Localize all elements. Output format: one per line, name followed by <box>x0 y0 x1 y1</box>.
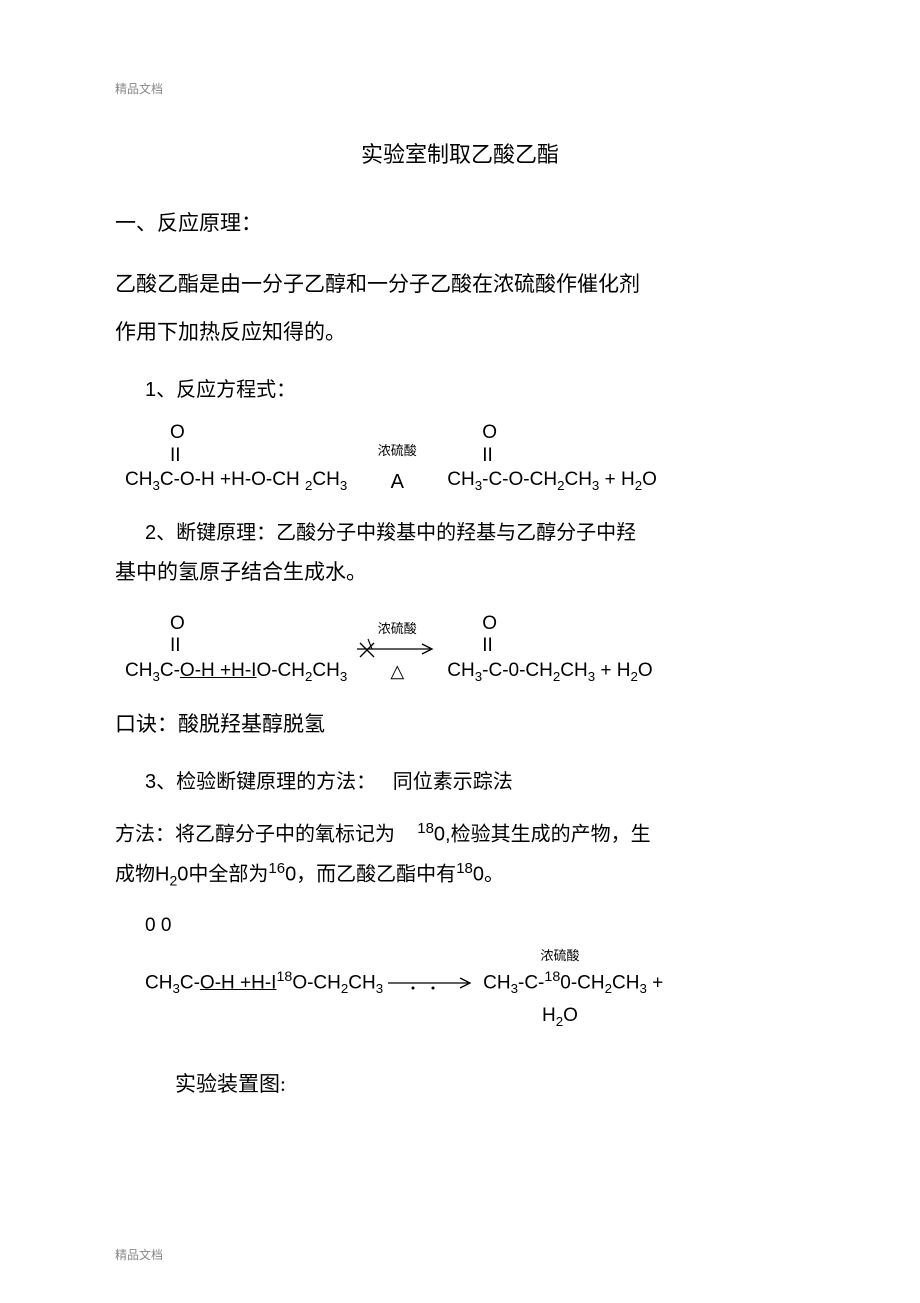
sub-3: 3 <box>152 478 159 493</box>
eq2-l1: CH <box>125 660 152 681</box>
eq3-s2b: 2 <box>605 981 612 996</box>
method-line-2: 成物H20中全部为160，而乙酸乙酯中有180。 <box>115 854 805 895</box>
eq3-l1: CH <box>145 972 172 993</box>
equation-1: O II CH3C-O-H +H-O-CH 2CH3 浓硫酸 A O II CH… <box>125 422 805 496</box>
device-heading: 实验装置图: <box>175 1068 805 1098</box>
eq2-r5: O <box>638 660 653 681</box>
double-bond-r: II <box>482 445 493 466</box>
eq1-condition-bottom: A <box>391 471 404 494</box>
equation-3: 0 0 浓硫酸 CH3C-O-H +H-I18O-CH2CH3 CH3-C-18… <box>145 915 805 1029</box>
eq3-s3a: 3 <box>172 981 179 996</box>
m1-sup18: 18 <box>417 820 434 837</box>
eq2-or: O <box>482 613 497 634</box>
eq2-triangle: △ <box>390 661 404 682</box>
m2-p4: 0。 <box>473 864 504 886</box>
header-watermark: 精品文档 <box>115 80 805 97</box>
eq3-r5: + <box>647 972 663 993</box>
eq1-condition-top: 浓硫酸 <box>378 440 417 459</box>
section-1-heading: 一、反应原理： <box>115 207 805 237</box>
eq2-s3d: 3 <box>588 669 595 684</box>
m2-p2: 0中全部为 <box>177 864 268 886</box>
eq2-r4: + H <box>595 660 630 681</box>
intro-line-2: 作用下加热反应知得的。 <box>115 313 805 353</box>
eq2-db: II <box>170 635 181 656</box>
eq2-s3b: 3 <box>340 669 347 684</box>
eq3-h2o-1: H <box>542 1005 556 1026</box>
sub-2c: 2 <box>635 478 642 493</box>
eq1-right-1: CH <box>447 469 474 490</box>
item-1-label: 1、反应方程式： <box>145 373 805 402</box>
eq2-dbr: II <box>482 635 493 656</box>
eq2-s2c: 2 <box>631 669 638 684</box>
eq2-l4: CH <box>312 660 339 681</box>
o-symbol: O <box>170 422 185 443</box>
m1-p2: 0,检验其生成的产物，生 <box>434 823 651 845</box>
eq3-ul: O-H +H-I <box>200 972 277 993</box>
eq2-r3: CH <box>560 660 587 681</box>
eq2-cond: 浓硫酸 <box>378 618 417 637</box>
m2-sup18: 18 <box>456 860 473 877</box>
eq3-l3: O-CH <box>292 972 341 993</box>
eq3-oo: 0 0 <box>145 915 805 937</box>
eq2-arrow <box>352 637 442 661</box>
o-symbol-r: O <box>482 422 497 443</box>
sub-3b: 3 <box>340 478 347 493</box>
item-2-label-1: 2、断键原理：乙酸分子中羧基中的羟基与乙醇分子中羟 <box>145 516 805 545</box>
eq3-sup18b: 18 <box>544 969 560 985</box>
eq3-s3d: 3 <box>639 981 646 996</box>
eq3-s3b: 3 <box>376 981 383 996</box>
eq1-right-4: + H <box>599 469 634 490</box>
eq1-right-5: O <box>642 469 657 490</box>
eq3-sup18a: 18 <box>276 969 292 985</box>
item-3-label-suffix: 同位素示踪法 <box>393 771 513 793</box>
sub-3c: 3 <box>475 478 482 493</box>
eq1-left-1: CH <box>125 469 152 490</box>
eq3-h2o-2: O <box>563 1005 578 1026</box>
eq1-left-2: C-O-H +H-O-CH <box>160 469 305 490</box>
double-bond: II <box>170 445 181 466</box>
eq3-l2: C- <box>180 972 200 993</box>
eq3-r3: 0-CH <box>560 972 604 993</box>
m1-p1: 方法：将乙醇分子中的氧标记为 <box>115 823 395 845</box>
eq2-s3a: 3 <box>152 669 159 684</box>
eq3-l4: CH <box>348 972 375 993</box>
m2-p3: 0，而乙酸乙酯中有 <box>285 864 456 886</box>
eq2-l2: C- <box>160 660 180 681</box>
eq3-r2: -C- <box>518 972 544 993</box>
method-line-1: 方法：将乙醇分子中的氧标记为 180,检验其生成的产物，生 <box>115 814 805 855</box>
eq1-left-3: CH <box>312 469 339 490</box>
m2-sup16: 16 <box>268 860 285 877</box>
item-2-label-2: 基中的氢原子结合生成水。 <box>115 553 805 593</box>
footer-watermark: 精品文档 <box>115 1246 163 1263</box>
intro-line-1: 乙酸乙酯是由一分子乙醇和一分子乙酸在浓硫酸作催化剂 <box>115 265 805 305</box>
item-3-label-main: 3、检验断键原理的方法： <box>145 771 376 793</box>
eq3-r4: CH <box>612 972 639 993</box>
equation-2: O II CH3C-O-H +H-IO-CH2CH3 浓硫酸 △ <box>125 613 805 687</box>
mnemonic: 口诀：酸脱羟基醇脱氢 <box>115 705 805 745</box>
eq2-ul: O-H +H-I <box>180 660 257 681</box>
eq2-r1: CH <box>447 660 474 681</box>
eq2-r2: -C-0-CH <box>482 660 553 681</box>
m2-p1: 成物H <box>115 864 169 886</box>
eq3-arrow <box>383 971 483 995</box>
page-title: 实验室制取乙酸乙酯 <box>115 137 805 169</box>
eq2-l3: O-CH <box>256 660 305 681</box>
item-3-label: 3、检验断键原理的方法： 同位素示踪法 <box>145 765 805 794</box>
eq3-s3c: 3 <box>511 981 518 996</box>
eq1-right-2: -C-O-CH <box>482 469 557 490</box>
eq1-right-3: CH <box>564 469 591 490</box>
eq3-cond: 浓硫酸 <box>315 945 805 964</box>
eq3-r1: CH <box>483 972 510 993</box>
eq2-o: O <box>170 613 185 634</box>
